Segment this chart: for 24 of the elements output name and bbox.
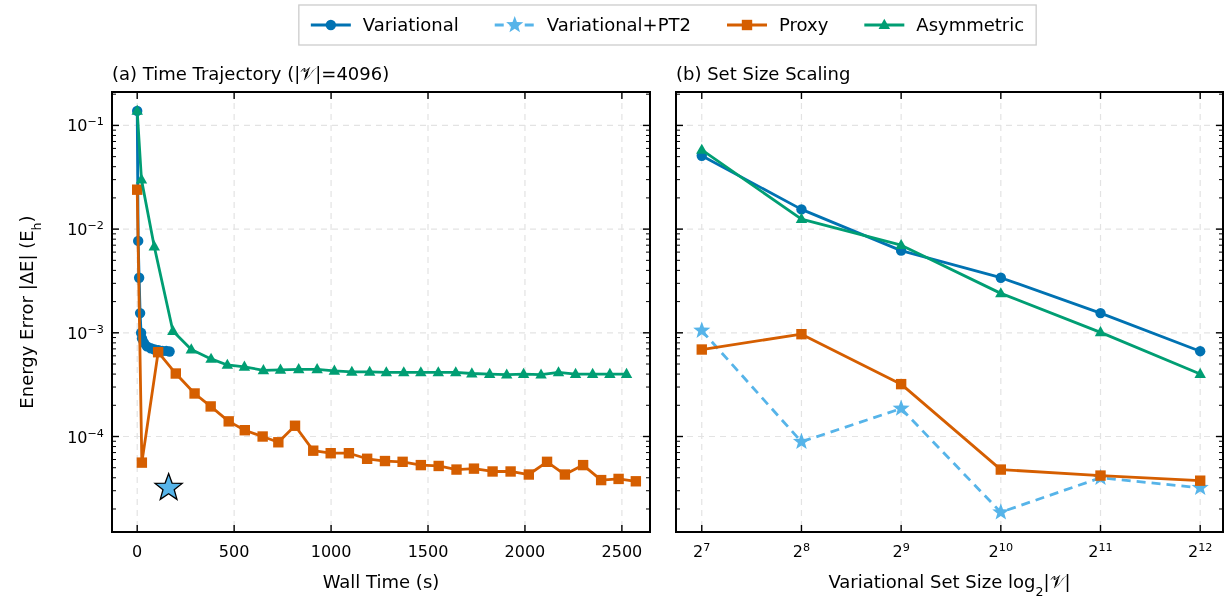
y-tick-label: 10$^{−1}$ [67, 114, 104, 136]
x-tick-label: 2$^{11}$ [1088, 540, 1113, 561]
legend-label: Variational [362, 14, 459, 35]
legend-label: Proxy [779, 14, 829, 35]
x-tick-label: 500 [218, 542, 250, 561]
x-tick-label: 2$^{8}$ [792, 540, 811, 561]
y-tick-label: 10$^{−2}$ [67, 218, 104, 240]
x-tick-label: 1000 [310, 542, 352, 561]
x-tick-label: 2$^{10}$ [988, 540, 1014, 561]
x-tick-label: 0 [132, 542, 143, 561]
y-tick-label: 10$^{−4}$ [67, 426, 104, 447]
legend-label: Asymmetric [916, 14, 1025, 35]
chart-title: (b) Set Size Scaling [676, 63, 851, 84]
x-tick-label: 2$^{9}$ [892, 540, 910, 561]
chart-title: (a) Time Trajectory (|𝒱|=4096) [112, 63, 390, 84]
legend-label: Variational+PT2 [546, 14, 692, 35]
x-tick-label: 2000 [504, 542, 546, 561]
x-tick-label: 2$^{12}$ [1187, 540, 1213, 561]
x-tick-label: 2500 [601, 542, 643, 561]
y-tick-label: 10$^{−3}$ [67, 322, 104, 343]
x-axis-title: Variational Set Size log$_{2}$|𝒱| [828, 571, 1071, 599]
x-tick-label: 1500 [407, 542, 449, 561]
x-axis-title: Wall Time (s) [322, 571, 440, 592]
x-tick-label: 2$^{7}$ [693, 540, 711, 561]
